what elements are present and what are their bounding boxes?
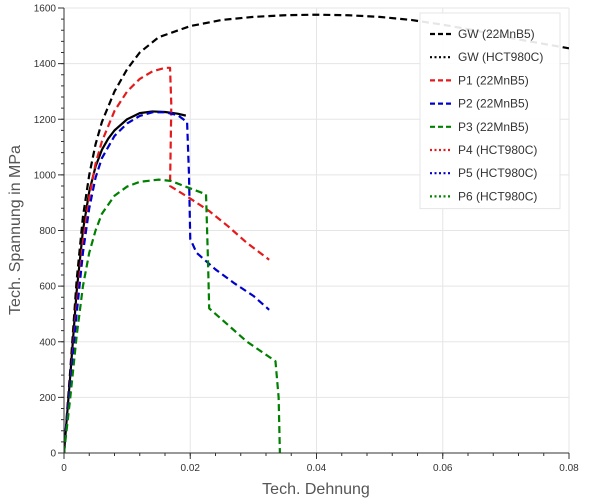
legend-label: P5 (HCT980C) xyxy=(458,166,537,180)
x-tick-label: 0.06 xyxy=(433,463,453,474)
x-tick-label: 0.02 xyxy=(181,463,201,474)
x-tick-label: 0.08 xyxy=(559,463,579,474)
y-tick-label: 400 xyxy=(39,337,56,348)
legend-label: P3 (22MnB5) xyxy=(458,120,529,134)
legend-box xyxy=(419,12,561,210)
series-line-5 xyxy=(64,178,281,453)
y-tick-label: 200 xyxy=(39,393,56,404)
x-tick-label: 0 xyxy=(61,463,67,474)
x-tick-label: 0.04 xyxy=(307,463,327,474)
y-tick-label: 600 xyxy=(39,282,56,293)
legend-label: P4 (HCT980C) xyxy=(458,143,537,157)
y-tick-label: 1200 xyxy=(34,115,57,126)
legend: GW (22MnB5) GW (HCT980C) P1 (22MnB5) P2 (22… xyxy=(419,12,561,210)
series-line-4 xyxy=(64,111,270,453)
legend-label: GW (22MnB5) xyxy=(458,27,535,41)
legend-label: P1 (22MnB5) xyxy=(458,73,529,87)
tick-labels: 0 200 400 600 800 1000 1200 1400 1600 0 0.02 0.04 0.… xyxy=(34,4,579,475)
legend-label: P6 (HCT980C) xyxy=(458,189,537,203)
y-tick-label: 800 xyxy=(39,226,56,237)
x-axis-title: Tech. Dehnung xyxy=(262,481,370,498)
y-tick-label: 1600 xyxy=(34,4,57,15)
y-axis-title: Tech. Spannung in MPa xyxy=(7,145,24,315)
y-tick-label: 1400 xyxy=(34,59,57,70)
axes xyxy=(58,7,570,459)
legend-label: P2 (22MnB5) xyxy=(458,97,529,111)
y-tick-label: 1000 xyxy=(34,170,57,181)
legend-label: GW (HCT980C) xyxy=(458,50,543,64)
y-tick-label: 0 xyxy=(50,449,56,460)
